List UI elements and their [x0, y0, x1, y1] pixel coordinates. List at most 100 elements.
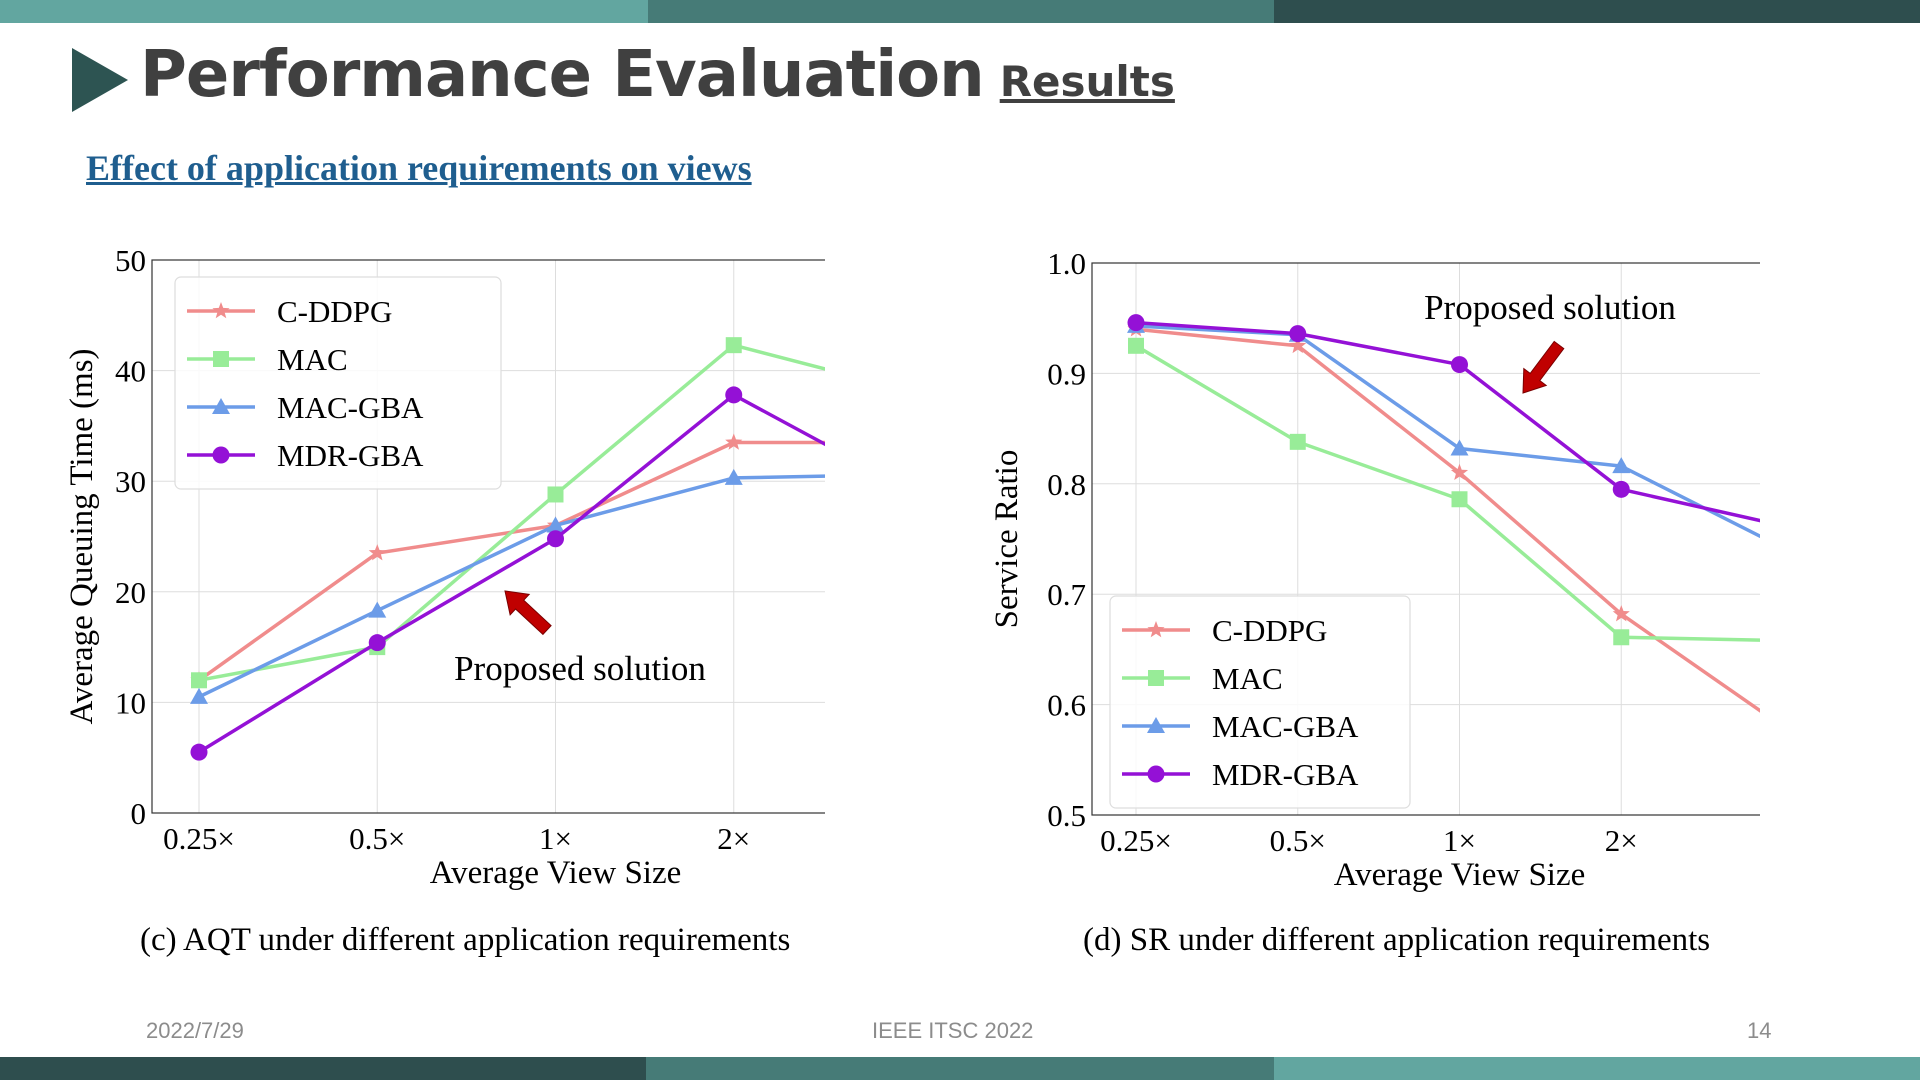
chart-sr-svg: 0.50.60.70.80.91.00.25×0.5×1×2×4×Average… — [989, 246, 1760, 893]
aqt-point-c-ddpg — [725, 433, 743, 450]
top-bar-light — [0, 0, 648, 23]
sr-xtick-label: 2× — [1605, 823, 1638, 858]
sr-ytick-label: 0.8 — [1047, 467, 1086, 502]
aqt-point-mdr-gba — [547, 530, 564, 548]
chart-sr: 0.50.60.70.80.91.00.25×0.5×1×2×4×Average… — [980, 235, 1760, 915]
sr-legend-marker — [1148, 670, 1164, 686]
aqt-ytick-label: 10 — [115, 685, 146, 720]
bottom-bar-dark — [0, 1057, 646, 1080]
sr-point-mdr-gba — [1612, 480, 1630, 498]
aqt-ytick-label: 20 — [115, 575, 146, 610]
slide-title-main: Performance Evaluation — [140, 38, 985, 112]
sr-point-c-ddpg — [1612, 605, 1630, 622]
sr-point-c-ddpg — [1450, 463, 1469, 480]
sr-legend-label: MAC-GBA — [1212, 709, 1359, 744]
sr-legend-marker — [1147, 765, 1165, 783]
aqt-xtick-label: 2× — [717, 821, 750, 856]
aqt-series-mdr-gba — [190, 386, 825, 761]
aqt-annotation-text: Proposed solution — [454, 649, 706, 688]
sr-point-mac — [1289, 433, 1306, 450]
sr-point-mdr-gba — [1451, 356, 1468, 374]
aqt-legend-marker — [212, 398, 230, 414]
sr-point-mac — [1128, 337, 1144, 354]
aqt-legend-marker — [213, 351, 229, 367]
sr-series-mdr-gba — [1127, 314, 1760, 523]
aqt-point-mac-gba — [724, 468, 743, 485]
sr-xtick-label: 0.5× — [1270, 823, 1326, 858]
aqt-point-mac — [547, 486, 564, 503]
sr-series-mac-gba — [1127, 316, 1760, 539]
sr-ytick-label: 1.0 — [1047, 246, 1086, 281]
sr-line-mac-gba — [1135, 324, 1760, 539]
aqt-xlabel: Average View Size — [430, 855, 682, 891]
aqt-plot-frame — [151, 259, 825, 814]
aqt-xtick-label: 1× — [539, 821, 572, 856]
aqt-ytick-label: 30 — [115, 464, 146, 499]
sr-annotation-text: Proposed solution — [1424, 288, 1676, 327]
slide-title: Performance Evaluation Results — [140, 38, 1175, 112]
aqt-ytick-label: 40 — [115, 354, 146, 389]
top-bar-mid — [648, 0, 1274, 23]
chart-aqt-caption: (c) AQT under different application requ… — [140, 922, 791, 958]
aqt-series-mac-gba — [190, 468, 825, 704]
aqt-ylabel: Average Queuing Time (ms) — [64, 348, 100, 724]
sr-legend: C-DDPG MAC MAC-GBA MDR-GBA — [1109, 595, 1411, 809]
aqt-point-c-ddpg — [368, 544, 386, 561]
sr-legend-marker — [1147, 717, 1165, 733]
sr-legend-label: MDR-GBA — [1212, 757, 1359, 792]
aqt-point-mac — [725, 337, 742, 354]
aqt-annotation-arrow-icon — [504, 590, 552, 636]
aqt-legend-label: MDR-GBA — [277, 438, 424, 473]
sr-xlabel: Average View Size — [1334, 857, 1586, 893]
title-arrow-icon — [72, 48, 128, 112]
footer-date: 2022/7/29 — [146, 1018, 244, 1043]
aqt-point-mac-gba — [546, 516, 565, 533]
chart-sr-caption: (d) SR under different application requi… — [1083, 922, 1711, 958]
aqt-xtick-label: 0.25× — [163, 821, 235, 856]
sr-xtick-label: 0.25× — [1100, 823, 1172, 858]
aqt-legend: C-DDPG MAC MAC-GBA MDR-GBA — [174, 276, 502, 490]
aqt-legend-label: MAC-GBA — [277, 390, 424, 425]
sr-ytick-label: 0.6 — [1047, 688, 1086, 723]
sr-point-mac — [1613, 629, 1630, 646]
sr-point-mac — [1451, 491, 1468, 508]
sr-plot-frame — [1091, 262, 1760, 816]
sr-annotation-arrow-icon — [1522, 340, 1565, 394]
sr-legend-label: MAC — [1212, 661, 1283, 696]
sr-series-mac — [1128, 337, 1760, 646]
aqt-point-mdr-gba — [725, 386, 743, 404]
sr-point-mdr-gba — [1289, 325, 1307, 343]
section-heading: Effect of application requirements on vi… — [86, 148, 752, 188]
sr-point-mac-gba — [1612, 457, 1631, 474]
aqt-legend-marker — [212, 446, 230, 464]
sr-point-mac-gba — [1450, 439, 1469, 456]
slide-title-suffix: Results — [999, 57, 1175, 106]
footer-conference: IEEE ITSC 2022 — [872, 1018, 1034, 1043]
sr-legend-label: C-DDPG — [1212, 613, 1327, 648]
sr-xtick-label: 1× — [1443, 823, 1476, 858]
bottom-bar-light — [1274, 1057, 1920, 1080]
sr-ylabel: Service Ratio — [989, 450, 1025, 629]
aqt-point-mac-gba — [190, 687, 208, 704]
sr-ytick-label: 0.9 — [1047, 356, 1086, 391]
aqt-point-mac — [191, 672, 207, 689]
aqt-legend-label: C-DDPG — [277, 294, 392, 329]
aqt-legend-box — [174, 276, 502, 490]
aqt-point-mac-gba — [368, 601, 387, 618]
footer-page-number: 14 — [1747, 1018, 1772, 1043]
sr-ytick-label: 0.5 — [1047, 798, 1086, 833]
aqt-legend-marker — [212, 302, 230, 319]
aqt-point-mdr-gba — [368, 634, 386, 652]
aqt-point-mdr-gba — [190, 743, 208, 761]
aqt-xtick-label: 0.5× — [349, 821, 405, 856]
bottom-bar-mid — [646, 1057, 1274, 1080]
sr-ytick-label: 0.7 — [1047, 577, 1086, 612]
sr-legend-marker — [1147, 621, 1165, 638]
sr-legend-box — [1109, 595, 1411, 809]
aqt-legend-label: MAC — [277, 342, 348, 377]
aqt-ytick-label: 50 — [115, 243, 146, 278]
sr-point-mdr-gba — [1127, 314, 1145, 332]
sr-point-c-ddpg — [1289, 336, 1307, 354]
